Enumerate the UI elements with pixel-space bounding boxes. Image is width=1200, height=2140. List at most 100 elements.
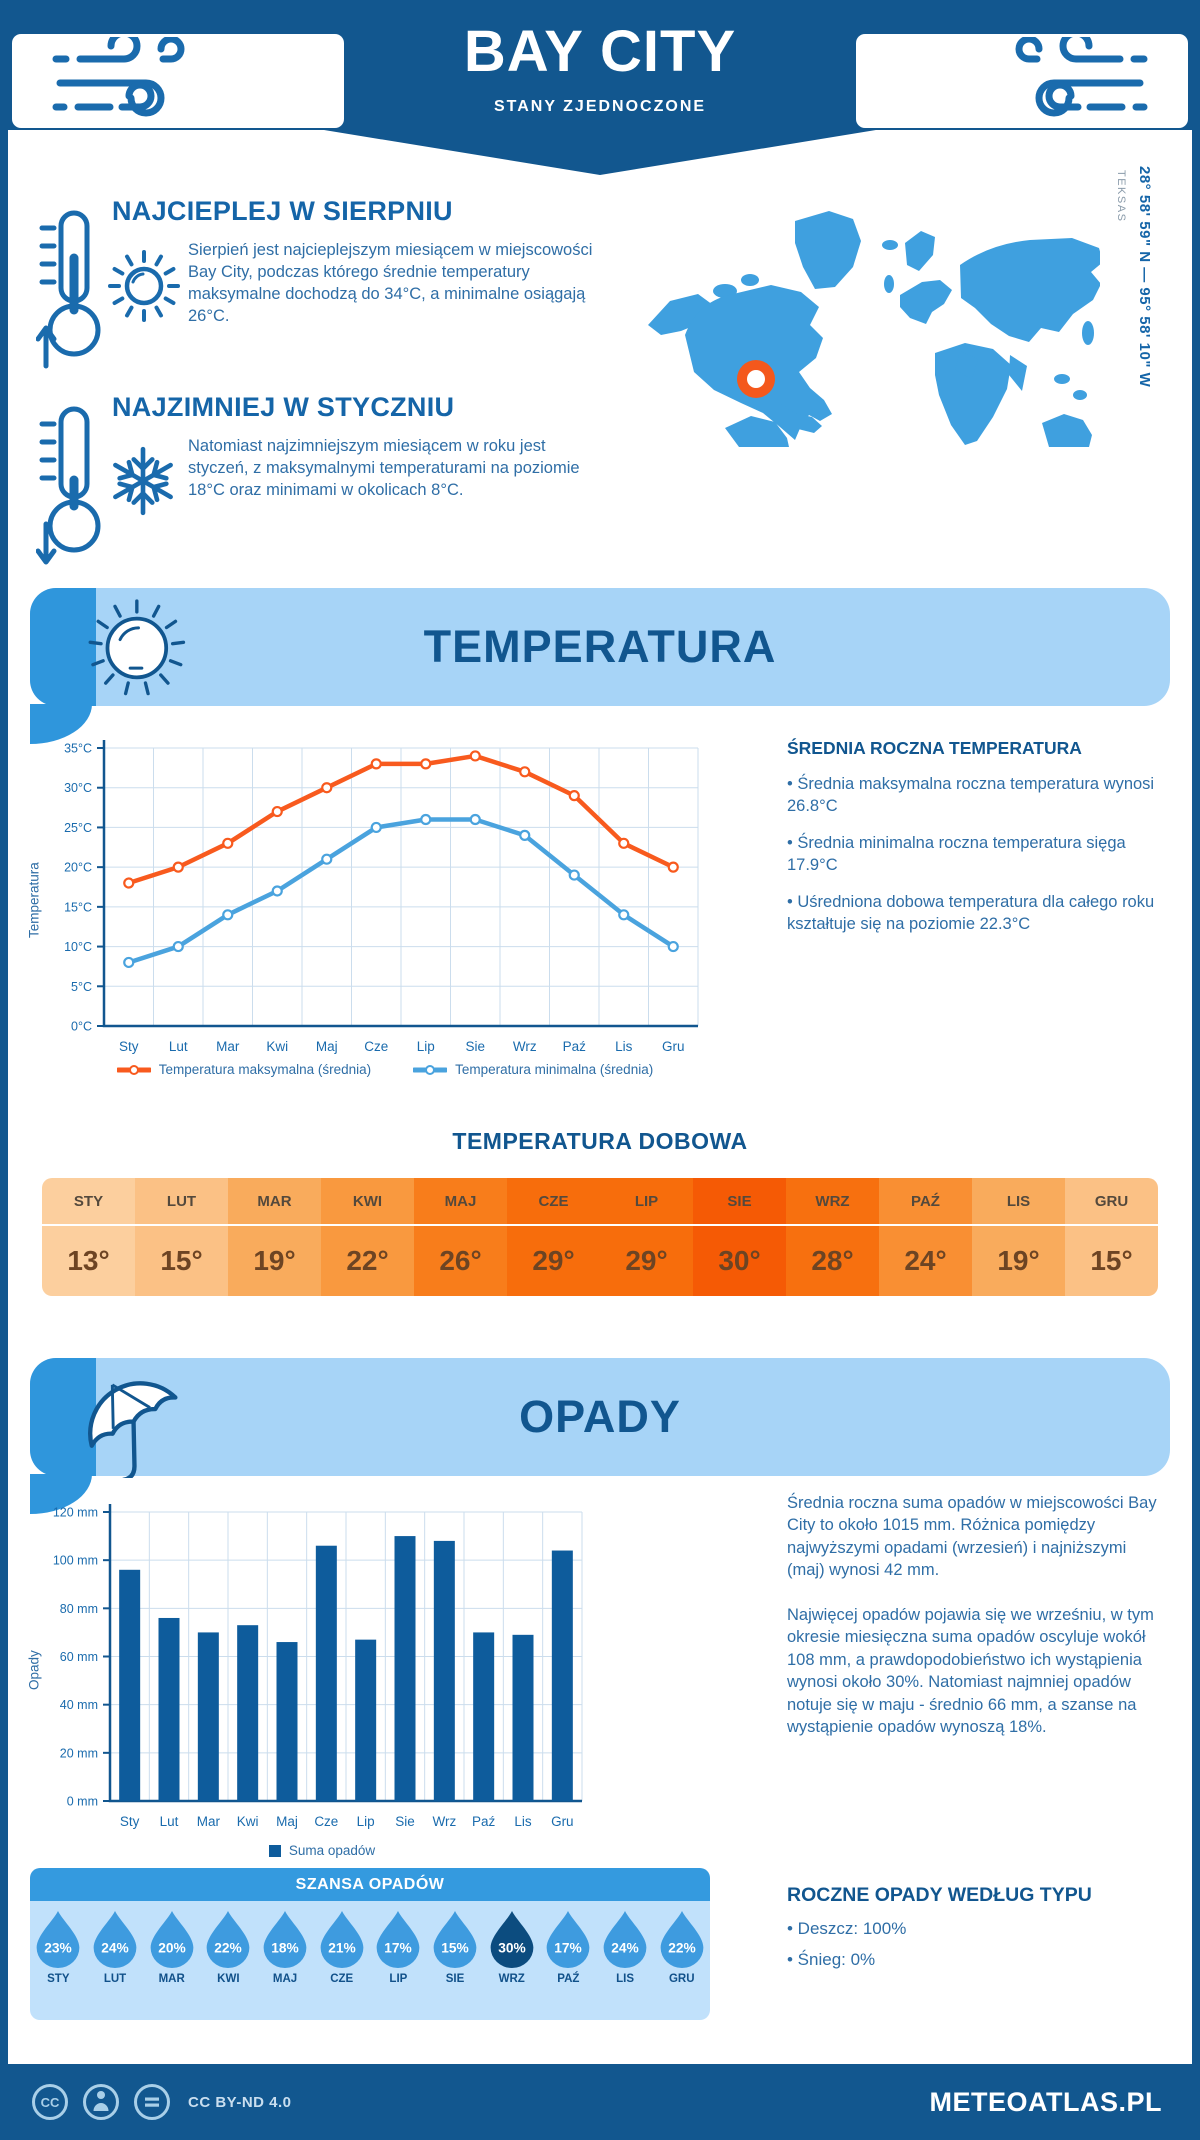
annual-temp-bullet: • Uśredniona dobowa temperatura dla całe…: [787, 892, 1155, 934]
legend-item: Temperatura minimalna (średnia): [413, 1062, 653, 1077]
precipitation-bar-chart: 0 mm 20 mm 40 mm 60 mm 80 mm 100 mm 120 mm Sty L…: [48, 1496, 596, 1849]
raindrop-icon: 21%: [320, 1911, 364, 1968]
coldest-text: Natomiast najzimniejszym miesiącem w rok…: [188, 437, 580, 499]
daily-temp-value: 13°: [67, 1245, 110, 1276]
chance-drop-month: LIP: [389, 1973, 408, 1985]
chance-drop: 20% MAR: [143, 1911, 200, 2020]
chance-drop: 15% SIE: [427, 1911, 484, 2020]
svg-text:Gru: Gru: [662, 1039, 685, 1054]
raindrop-icon: 24%: [603, 1911, 647, 1968]
raindrop-icon: 22%: [660, 1911, 704, 1968]
snowflake-icon: [106, 444, 180, 518]
daily-temp-cell: LUT 15°: [135, 1178, 228, 1296]
chance-drop-month: CZE: [330, 1973, 354, 1985]
precipitation-type-item: • Śnieg: 0%: [787, 1950, 876, 1970]
temperature-section-banner: TEMPERATURA: [30, 588, 1170, 744]
svg-text:CC: CC: [41, 2095, 60, 2110]
chance-drop-month: GRU: [668, 1973, 695, 1985]
chance-drop: 24% LUT: [87, 1911, 144, 2020]
daily-temp-month: PAŹ: [879, 1178, 972, 1226]
svg-text:0 mm: 0 mm: [67, 1795, 98, 1809]
svg-text:22%: 22%: [215, 1941, 243, 1956]
svg-text:22%: 22%: [668, 1941, 696, 1956]
precipitation-paragraph: Najwięcej opadów pojawia się we wrześniu…: [787, 1605, 1154, 1736]
sun-banner-icon: [88, 599, 186, 696]
chance-drop: 24% LIS: [597, 1911, 654, 2020]
raindrop-icon: 18%: [263, 1911, 307, 1968]
location-coordinates: 28° 58' 59" N — 95° 58' 10" W: [1136, 166, 1153, 388]
coldest-month-block: NAJZIMNIEJ W STYCZNIU Natomiast najzimni…: [30, 392, 605, 572]
wind-icon: [1015, 37, 1148, 117]
daily-temp-month: GRU: [1065, 1178, 1158, 1226]
svg-text:Kwi: Kwi: [266, 1039, 288, 1054]
daily-temp-month: STY: [42, 1178, 135, 1226]
daily-temp-month: CZE: [507, 1178, 600, 1226]
banner-cap: [30, 588, 96, 706]
precipitation-chance-drops: 23% STY 24% LUT 20% MAR 22% KWI 18% MAJ 21% CZE 17% L…: [30, 1901, 710, 2020]
chance-drop-month: MAR: [158, 1973, 185, 1985]
raindrop-icon: 23%: [36, 1911, 80, 1968]
daily-temp-month: KWI: [321, 1178, 414, 1226]
daily-temp-cell: LIP 29°: [600, 1178, 693, 1296]
chance-drop-month: SIE: [445, 1973, 465, 1985]
cc-icon: CC: [32, 2084, 68, 2120]
warmest-title: NAJCIEPLEJ W SIERPNIU: [112, 196, 453, 226]
annual-temperature-title: ŚREDNIA ROCZNA TEMPERATURA: [787, 738, 1082, 758]
daily-temp-value: 19°: [997, 1245, 1040, 1276]
chance-drop-month: MAJ: [272, 1973, 298, 1985]
chance-drop-month: LIS: [616, 1973, 634, 1985]
chance-drop: 17% LIP: [370, 1911, 427, 2020]
warmest-month-block: NAJCIEPLEJ W SIERPNIU Sierpień jest najc…: [30, 196, 605, 376]
chance-drop-month: LUT: [103, 1973, 127, 1985]
svg-text:Lis: Lis: [514, 1814, 532, 1829]
svg-text:Paź: Paź: [472, 1814, 496, 1829]
daily-temp-cell: KWI 22°: [321, 1178, 414, 1296]
daily-temp-cell: SIE 30°: [693, 1178, 786, 1296]
svg-text:24%: 24%: [611, 1941, 639, 1956]
svg-text:21%: 21%: [328, 1941, 356, 1956]
svg-text:30%: 30%: [498, 1941, 526, 1956]
precipitation-type-item: • Deszcz: 100%: [787, 1919, 907, 1938]
svg-text:Sie: Sie: [465, 1039, 485, 1054]
raindrop-icon: 15%: [433, 1911, 477, 1968]
raindrop-icon: 20%: [150, 1911, 194, 1968]
chance-drop: 30% WRZ: [483, 1911, 540, 2020]
svg-text:20°C: 20°C: [64, 861, 92, 875]
temperature-section-title: TEMPERATURA: [423, 621, 777, 672]
cc-by-person-icon: [83, 2084, 119, 2120]
svg-text:Paź: Paź: [563, 1039, 587, 1054]
svg-text:Sty: Sty: [119, 1039, 139, 1054]
daily-temp-cell: LIS 19°: [972, 1178, 1065, 1296]
svg-text:20 mm: 20 mm: [60, 1746, 98, 1760]
location-marker: [737, 360, 775, 398]
thermometer-down-icon: [36, 406, 101, 565]
thermometer-up-icon: [36, 210, 101, 369]
chance-drop-month: KWI: [217, 1973, 240, 1985]
wind-panel-right: [856, 34, 1188, 128]
svg-text:18%: 18%: [271, 1941, 299, 1956]
daily-temp-cell: STY 13°: [42, 1178, 135, 1296]
chance-drop: 23% STY: [30, 1911, 87, 2020]
svg-text:Mar: Mar: [197, 1814, 221, 1829]
precipitation-section-title: OPADY: [519, 1391, 681, 1442]
header-banner-point: [318, 129, 882, 175]
daily-temp-month: SIE: [693, 1178, 786, 1226]
daily-temp-value: 24°: [904, 1245, 947, 1276]
svg-text:Kwi: Kwi: [237, 1814, 259, 1829]
daily-temp-value: 15°: [160, 1245, 203, 1276]
svg-text:Maj: Maj: [316, 1039, 338, 1054]
daily-temp-cell: WRZ 28°: [786, 1178, 879, 1296]
daily-temp-cell: PAŹ 24°: [879, 1178, 972, 1296]
daily-temp-value: 30°: [718, 1245, 761, 1276]
raindrop-icon: 30%: [490, 1911, 534, 1968]
daily-temp-month: MAJ: [414, 1178, 507, 1226]
svg-text:Sty: Sty: [120, 1814, 140, 1829]
svg-text:60 mm: 60 mm: [60, 1650, 98, 1664]
wind-icon: [52, 37, 185, 117]
svg-text:17%: 17%: [555, 1941, 583, 1956]
svg-text:20%: 20%: [158, 1941, 186, 1956]
daily-temp-value: 22°: [346, 1245, 389, 1276]
license-label: CC BY-ND 4.0: [188, 2093, 292, 2111]
svg-text:100 mm: 100 mm: [53, 1554, 98, 1568]
